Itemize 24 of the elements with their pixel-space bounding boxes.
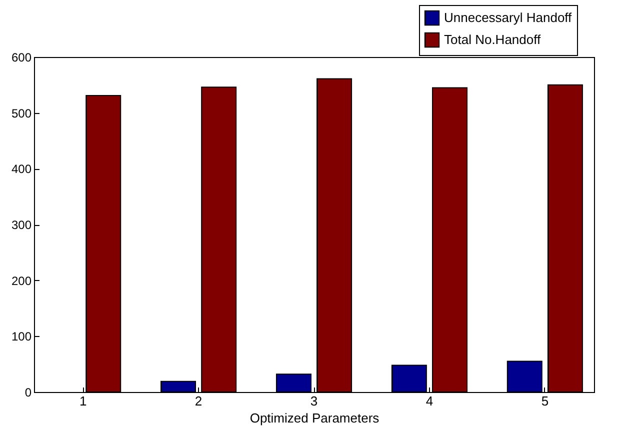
- bar: [432, 87, 468, 392]
- y-tick-label: 0: [24, 386, 32, 400]
- bar: [86, 95, 122, 392]
- y-tick-label: 300: [11, 218, 32, 232]
- y-tick-label: 400: [11, 162, 32, 176]
- x-tick-label: 3: [310, 394, 318, 408]
- bar: [160, 380, 196, 392]
- bar: [506, 360, 542, 392]
- y-tick-label: 200: [11, 274, 32, 288]
- y-tick-label: 100: [11, 330, 32, 344]
- x-tick-label: 2: [194, 394, 202, 408]
- bar: [391, 364, 427, 392]
- bar: [547, 84, 583, 392]
- bar: [316, 78, 352, 392]
- x-tick-label: 4: [426, 394, 434, 408]
- legend-label: Total No.Handoff: [444, 32, 541, 47]
- x-tick-label: 5: [541, 394, 549, 408]
- bar: [201, 86, 237, 392]
- y-tick-label: 500: [11, 106, 32, 120]
- legend-label: Unnecessaryl Handoff: [444, 10, 572, 25]
- x-tick-label: 1: [79, 394, 87, 408]
- y-tick-label: 600: [11, 50, 32, 64]
- x-axis-title: Optimized Parameters: [250, 410, 380, 426]
- bar: [276, 374, 312, 392]
